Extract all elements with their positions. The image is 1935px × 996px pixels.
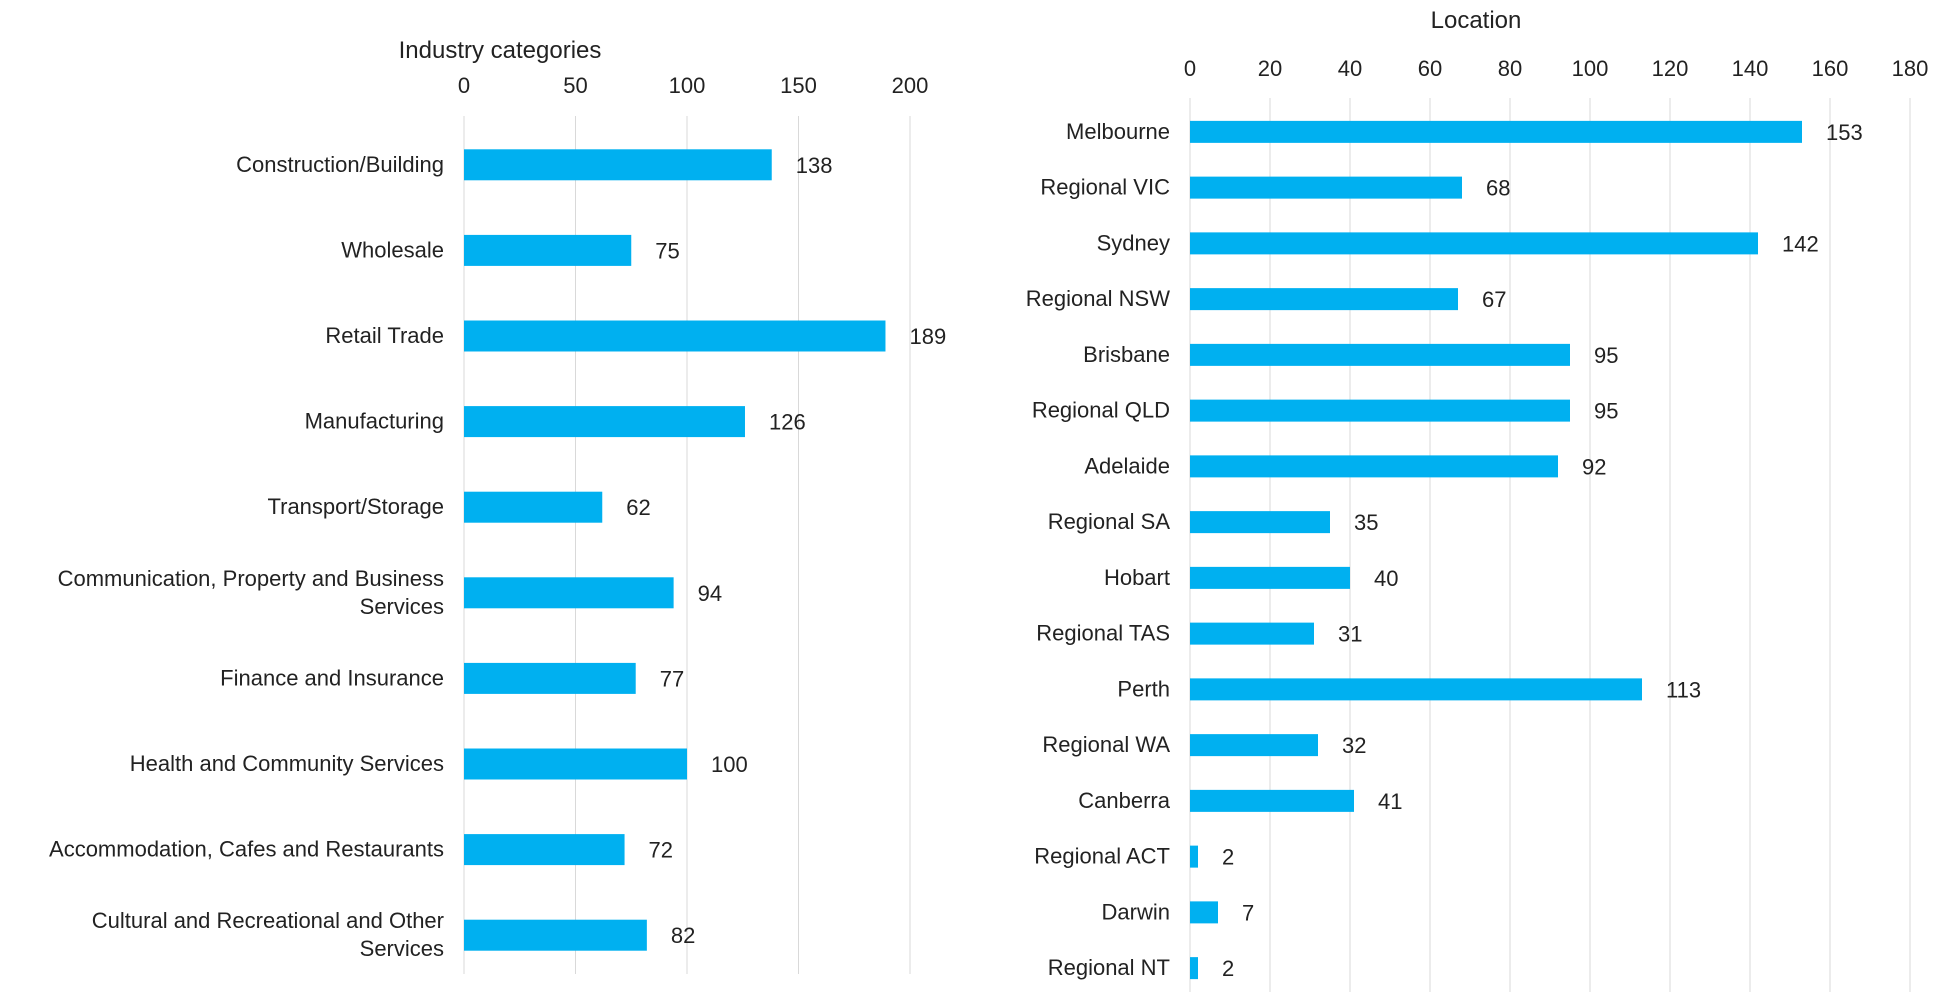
location-data-label: 32 [1342, 733, 1366, 758]
location-x-tick-label: 180 [1892, 56, 1929, 81]
industry-data-label: 138 [796, 153, 833, 178]
location-category-label: Regional VIC [1040, 175, 1170, 200]
location-data-label: 41 [1378, 789, 1402, 814]
industry-category-label: Cultural and Recreational and Other Servi… [92, 908, 444, 961]
industry-bar [464, 491, 603, 523]
location-bar [1190, 120, 1802, 143]
industry-chart: Industry categories 0 50 100 150 200 Construct… [49, 37, 946, 974]
industry-data-label: 75 [655, 238, 679, 263]
industry-x-tick-label: 100 [669, 73, 706, 98]
industry-data-label: 62 [626, 495, 650, 520]
location-data-label: 142 [1782, 231, 1819, 256]
location-data-label: 7 [1242, 900, 1254, 925]
location-data-label: 95 [1594, 343, 1618, 368]
location-bar [1190, 232, 1758, 255]
location-x-tick-label: 140 [1732, 56, 1769, 81]
industry-category-label: Health and Community Services [130, 751, 444, 776]
location-bar [1190, 901, 1218, 924]
location-bar [1190, 957, 1198, 980]
location-bar [1190, 622, 1314, 645]
location-data-label: 40 [1374, 566, 1398, 591]
location-x-tick-label: 80 [1498, 56, 1522, 81]
location-category-label: Hobart [1104, 565, 1170, 590]
location-x-tick-label: 40 [1338, 56, 1362, 81]
location-category-label: Regional QLD [1032, 398, 1170, 423]
location-data-label: 113 [1666, 677, 1701, 702]
location-bar [1190, 734, 1318, 757]
industry-category-label: Manufacturing [305, 409, 444, 434]
location-chart: Location 0 20 40 60 80 100 120 140 160 180 Melbourn… [1026, 7, 1929, 992]
location-bar [1190, 176, 1462, 199]
industry-bar [464, 320, 886, 352]
industry-x-tick-label: 150 [780, 73, 817, 98]
location-data-label: 31 [1338, 622, 1362, 647]
location-x-tick-label: 160 [1812, 56, 1849, 81]
location-bar [1190, 511, 1330, 534]
industry-data-label: 94 [698, 581, 722, 606]
location-bar [1190, 845, 1198, 868]
location-category-label: Darwin [1102, 899, 1170, 924]
industry-category-label: Accommodation, Cafes and Restaurants [49, 837, 444, 862]
location-category-label: Regional NSW [1026, 286, 1171, 311]
industry-data-label: 72 [649, 838, 673, 863]
location-x-tick-label: 120 [1652, 56, 1689, 81]
location-data-label: 68 [1486, 176, 1510, 201]
location-category-label: Regional NT [1048, 955, 1170, 980]
location-bar [1190, 678, 1642, 701]
location-category-label: Sydney [1097, 230, 1170, 255]
industry-bar [464, 834, 625, 866]
industry-data-label: 100 [711, 752, 748, 777]
location-data-label: 2 [1222, 845, 1234, 870]
location-data-label: 153 [1826, 120, 1863, 145]
industry-category-label: Construction/Building [236, 152, 444, 177]
location-category-label: Regional SA [1048, 509, 1171, 534]
industry-category-label: Transport/Storage [268, 494, 445, 519]
location-bar [1190, 288, 1458, 311]
location-bar [1190, 455, 1558, 478]
location-category-label: Melbourne [1066, 119, 1170, 144]
location-bar [1190, 566, 1350, 589]
location-category-label: Canberra [1078, 788, 1170, 813]
industry-bar [464, 919, 647, 951]
industry-bar [464, 577, 674, 609]
industry-category-label: Wholesale [341, 237, 444, 262]
location-bar [1190, 789, 1354, 812]
industry-data-label: 126 [769, 410, 806, 435]
location-x-tick-label: 60 [1418, 56, 1442, 81]
location-category-label: Adelaide [1084, 453, 1170, 478]
location-bar [1190, 343, 1570, 366]
industry-category-label: Retail Trade [325, 323, 444, 348]
location-category-label: Regional TAS [1036, 621, 1170, 646]
industry-x-tick-label: 200 [892, 73, 929, 98]
industry-bar [464, 406, 745, 438]
industry-bar [464, 662, 636, 694]
industry-data-label: 82 [671, 923, 695, 948]
location-data-label: 95 [1594, 399, 1618, 424]
location-category-label: Regional WA [1042, 732, 1170, 757]
location-bar [1190, 399, 1570, 422]
location-x-tick-label: 0 [1184, 56, 1196, 81]
location-x-tick-label: 20 [1258, 56, 1282, 81]
industry-data-label: 189 [909, 324, 946, 349]
industry-category-label: Communication, Property and Business Serv… [58, 566, 444, 619]
industry-bar [464, 234, 632, 266]
location-category-label: Regional ACT [1034, 844, 1170, 869]
industry-category-label: Finance and Insurance [220, 665, 444, 690]
location-data-label: 35 [1354, 510, 1378, 535]
location-x-tick-label: 100 [1572, 56, 1609, 81]
location-category-label: Brisbane [1083, 342, 1170, 367]
industry-bar [464, 748, 687, 780]
industry-bar [464, 149, 772, 181]
industry-chart-title: Industry categories [399, 37, 602, 64]
location-data-label: 67 [1482, 287, 1506, 312]
industry-x-tick-label: 50 [563, 73, 587, 98]
industry-data-label: 77 [660, 666, 684, 691]
location-data-label: 92 [1582, 454, 1606, 479]
industry-x-tick-label: 0 [458, 73, 470, 98]
location-data-label: 2 [1222, 956, 1234, 981]
location-chart-title: Location [1431, 7, 1522, 34]
location-category-label: Perth [1117, 676, 1170, 701]
